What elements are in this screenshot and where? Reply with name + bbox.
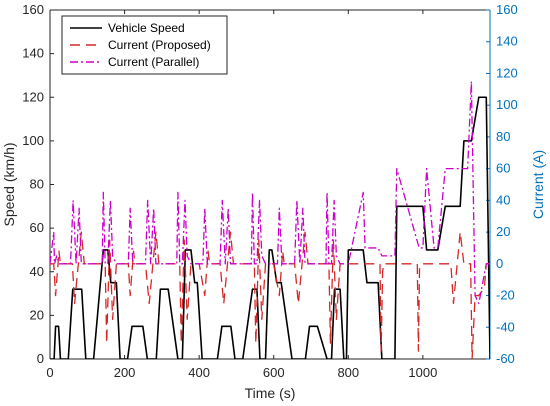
x-axis-title: Time (s) bbox=[245, 385, 296, 401]
y-tick-label-left: 100 bbox=[22, 133, 44, 148]
y-tick-label-right: 140 bbox=[496, 34, 518, 49]
y-tick-label-left: 120 bbox=[22, 89, 44, 104]
series-line-2 bbox=[50, 231, 490, 359]
y-tick-label-left: 60 bbox=[30, 220, 44, 235]
x-tick-label: 400 bbox=[188, 365, 210, 380]
axes: 0 200 400 600 800 1000020406080100120140160-6… bbox=[22, 2, 517, 380]
axis-labels: Time (s) Speed (km/h) Current (A) bbox=[1, 142, 546, 401]
legend-label: Vehicle Speed bbox=[108, 21, 185, 35]
x-tick-label: 800 bbox=[337, 365, 359, 380]
y-tick-label-right: 160 bbox=[496, 2, 518, 17]
y-axis-title-left: Speed (km/h) bbox=[1, 142, 17, 226]
y-tick-label-right: 80 bbox=[496, 129, 510, 144]
x-tick-label: 1000 bbox=[408, 365, 437, 380]
y-tick-label-left: 40 bbox=[30, 264, 44, 279]
legend: Vehicle Speed Current (Proposed) Current (… bbox=[61, 15, 228, 75]
y-tick-label-right: -20 bbox=[496, 288, 515, 303]
series-line-3 bbox=[50, 80, 490, 305]
y-tick-label-left: 80 bbox=[30, 177, 44, 192]
y-tick-label-right: 120 bbox=[496, 65, 518, 80]
legend-label: Current (Proposed) bbox=[108, 38, 211, 52]
y-tick-label-right: 60 bbox=[496, 161, 510, 176]
legend-label: Current (Parallel) bbox=[108, 55, 199, 69]
y-tick-label-left: 20 bbox=[30, 307, 44, 322]
x-tick-label: 200 bbox=[114, 365, 136, 380]
x-tick-label: 0 bbox=[46, 365, 53, 380]
y-tick-label-left: 0 bbox=[37, 351, 44, 366]
y-tick-label-right: -40 bbox=[496, 319, 515, 334]
x-tick-label: 600 bbox=[263, 365, 285, 380]
y-tick-label-right: 0 bbox=[496, 256, 503, 271]
y-axis-title-right: Current (A) bbox=[530, 150, 546, 219]
y-tick-label-right: -60 bbox=[496, 351, 515, 366]
legend-box bbox=[61, 15, 228, 75]
y-tick-label-right: 100 bbox=[496, 97, 518, 112]
series-lines bbox=[50, 80, 490, 359]
y-tick-label-left: 160 bbox=[22, 2, 44, 17]
y-tick-label-right: 20 bbox=[496, 224, 510, 239]
y-tick-label-left: 140 bbox=[22, 46, 44, 61]
y-tick-label-right: 40 bbox=[496, 192, 510, 207]
